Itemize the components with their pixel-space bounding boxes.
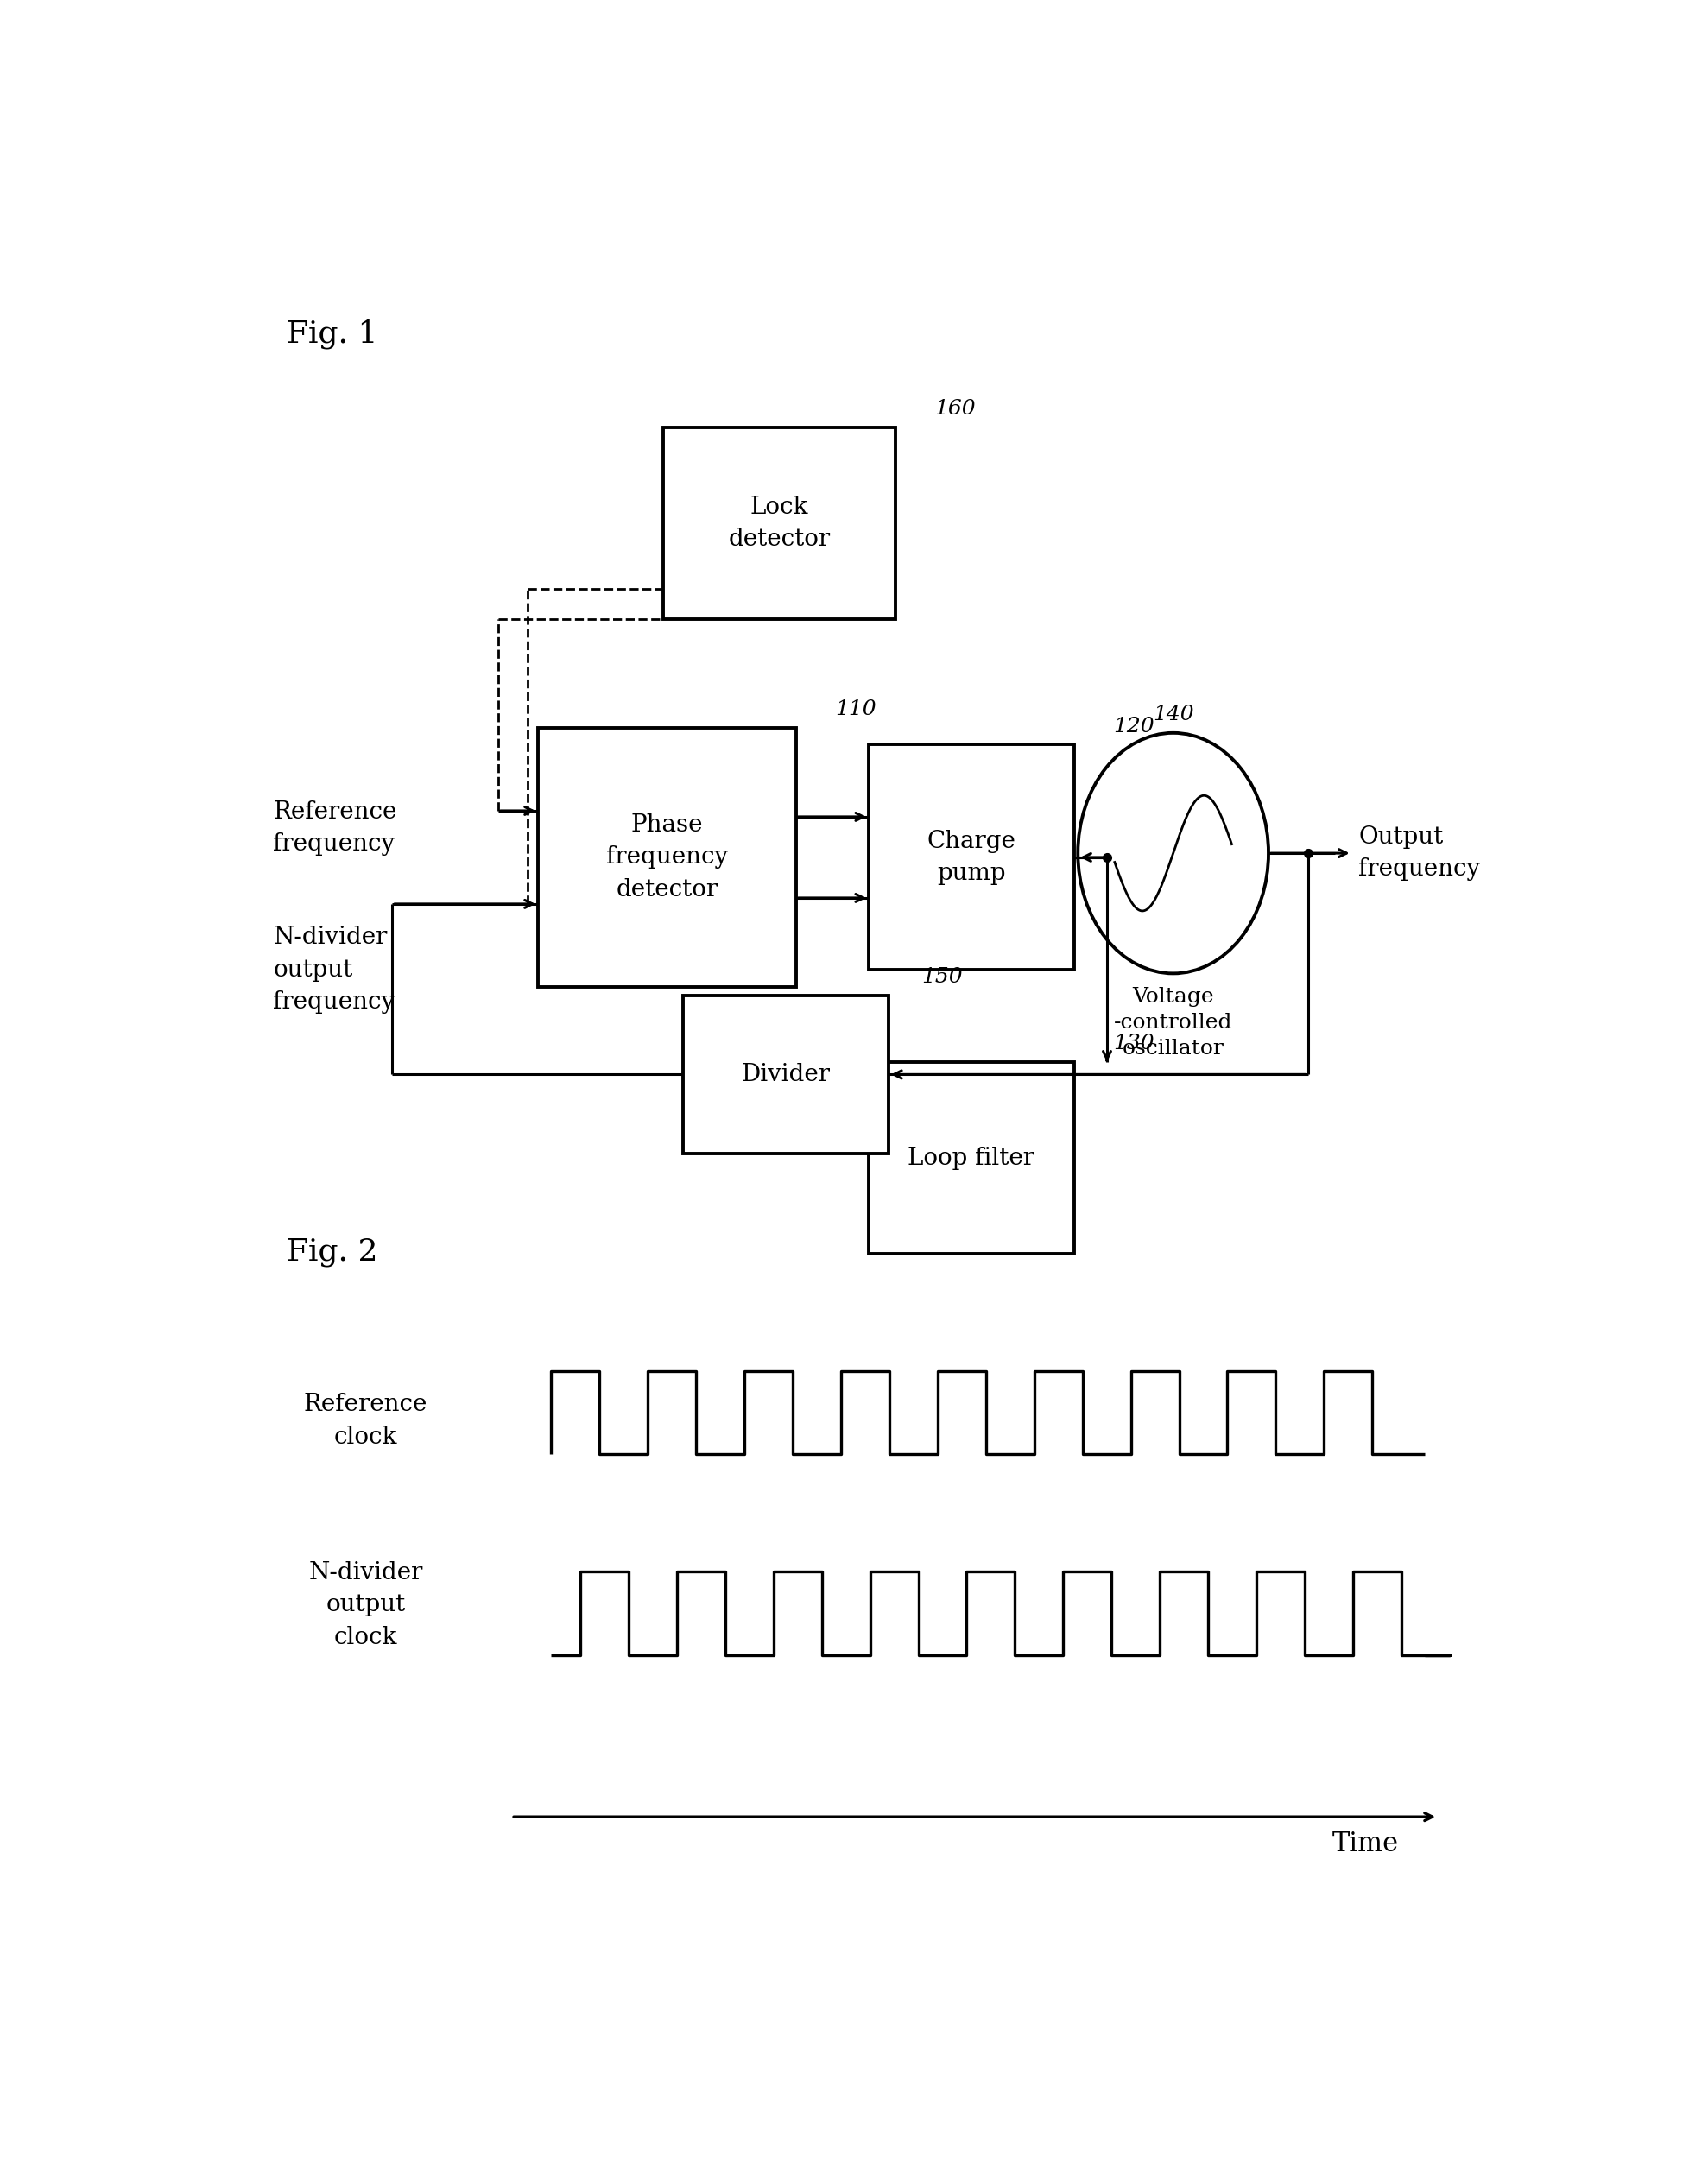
Text: 110: 110 — [835, 701, 876, 720]
Text: N-divider
output
frequency: N-divider output frequency — [273, 926, 395, 1015]
Text: Lock
detector: Lock detector — [728, 495, 830, 551]
Text: Fig. 1: Fig. 1 — [287, 319, 377, 349]
Text: Output
frequency: Output frequency — [1358, 826, 1481, 881]
Text: N-divider
output
clock: N-divider output clock — [309, 1562, 424, 1648]
Text: Loop filter: Loop filter — [909, 1147, 1035, 1169]
Circle shape — [1078, 733, 1269, 974]
Text: Reference
frequency: Reference frequency — [273, 800, 396, 857]
Bar — [683, 996, 888, 1154]
Text: 130: 130 — [1114, 1035, 1155, 1054]
Text: 150: 150 — [922, 967, 963, 987]
Bar — [869, 1063, 1074, 1254]
Text: Fig. 2: Fig. 2 — [287, 1236, 377, 1267]
Text: Voltage
-controlled
oscillator: Voltage -controlled oscillator — [1114, 987, 1233, 1058]
Text: Charge
pump: Charge pump — [927, 829, 1016, 885]
Bar — [869, 744, 1074, 970]
Text: Phase
frequency
detector: Phase frequency detector — [606, 813, 728, 902]
Text: 120: 120 — [1114, 716, 1155, 735]
Text: 160: 160 — [934, 399, 975, 419]
Text: Reference
clock: Reference clock — [304, 1392, 427, 1449]
Text: 140: 140 — [1153, 705, 1194, 724]
Bar — [538, 729, 796, 987]
Text: Time: Time — [1332, 1831, 1399, 1857]
Text: Divider: Divider — [741, 1063, 830, 1087]
Bar — [664, 427, 895, 620]
